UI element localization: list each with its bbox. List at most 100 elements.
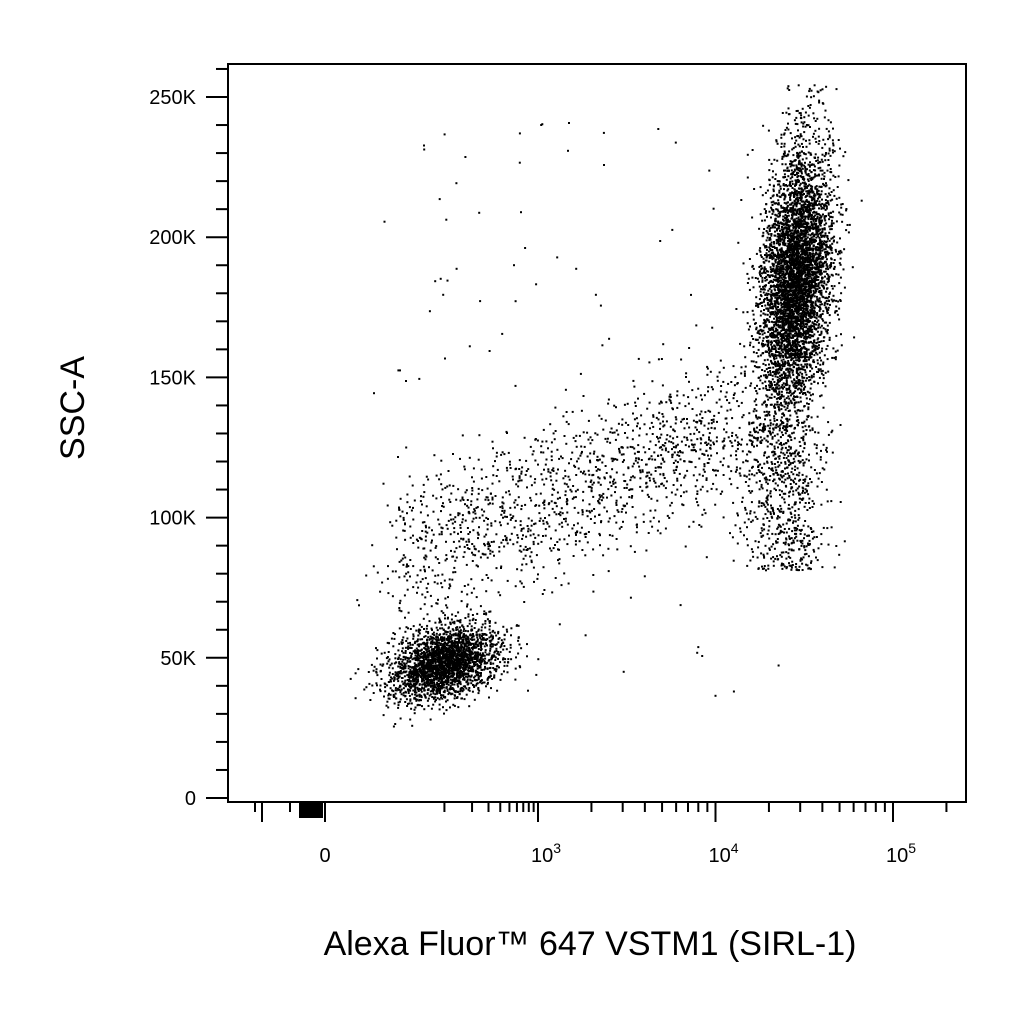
event-dot	[821, 206, 824, 209]
event-dot	[477, 678, 480, 681]
event-dot	[777, 261, 780, 264]
event-dot	[425, 674, 428, 677]
event-dot	[835, 250, 838, 253]
event-dot	[831, 242, 834, 245]
event-dot	[447, 616, 449, 619]
event-dot	[810, 258, 812, 261]
event-dot	[764, 418, 766, 421]
event-dot	[409, 672, 412, 675]
event-dot	[415, 699, 418, 702]
event-dot	[482, 681, 485, 684]
event-dot	[413, 682, 416, 685]
event-dot	[825, 308, 828, 310]
event-dot	[518, 643, 521, 646]
event-dot	[796, 305, 799, 308]
event-dot	[771, 226, 774, 229]
event-dot	[766, 215, 768, 218]
event-dot	[801, 368, 804, 371]
event-dot	[780, 345, 783, 348]
event-dot	[764, 271, 767, 274]
event-dot	[761, 369, 764, 371]
event-dot	[409, 718, 412, 721]
event-dot	[843, 286, 846, 289]
event-dot	[502, 625, 505, 628]
event-dot	[789, 165, 792, 168]
event-dot	[429, 670, 432, 673]
event-dot	[422, 662, 424, 665]
event-dot	[765, 410, 768, 413]
event-dot	[430, 667, 433, 670]
event-dot	[502, 658, 504, 661]
event-dot	[458, 682, 461, 685]
event-dot	[811, 239, 814, 242]
event-dot	[809, 202, 812, 205]
event-dot	[791, 273, 794, 276]
event-dot	[466, 676, 469, 679]
event-dot	[385, 657, 388, 660]
event-dot	[763, 359, 766, 362]
event-dot	[818, 323, 821, 326]
event-dot	[434, 652, 436, 655]
event-dot	[410, 647, 413, 649]
event-dot	[407, 676, 410, 678]
event-dot	[485, 590, 488, 593]
event-dot	[834, 358, 837, 361]
event-dot	[802, 359, 805, 362]
event-dot	[479, 674, 482, 677]
event-dot	[390, 637, 393, 640]
event-dot	[809, 161, 811, 164]
event-dot	[805, 356, 808, 358]
event-dot	[439, 659, 442, 662]
event-dot	[416, 678, 419, 681]
event-dot	[775, 242, 778, 245]
event-dot	[469, 642, 472, 645]
event-dot	[777, 446, 779, 449]
event-dot	[426, 659, 429, 662]
event-dot	[776, 229, 778, 232]
event-dot	[772, 305, 775, 308]
event-dot	[426, 679, 429, 682]
event-dot	[456, 653, 459, 656]
event-dot	[406, 683, 409, 686]
event-dot	[804, 206, 807, 208]
event-dot	[414, 706, 417, 709]
event-dot	[772, 281, 774, 284]
event-dot	[455, 641, 458, 644]
event-dot	[813, 341, 816, 344]
event-dot	[503, 634, 506, 637]
event-dot	[462, 635, 465, 638]
event-dot	[470, 642, 473, 645]
event-dot	[742, 311, 745, 314]
event-dot	[814, 169, 817, 172]
event-dot	[807, 310, 810, 313]
event-dot	[478, 633, 481, 636]
event-dot	[444, 661, 447, 664]
event-dot	[470, 669, 473, 672]
event-dot	[491, 638, 494, 641]
event-dot	[824, 199, 827, 202]
event-dot	[785, 377, 788, 379]
event-dot	[803, 250, 806, 253]
event-dot	[405, 698, 408, 701]
event-dot	[453, 683, 456, 686]
event-dot	[394, 723, 397, 725]
event-dot	[802, 189, 805, 192]
event-dot	[778, 403, 781, 406]
event-dot	[439, 619, 441, 622]
event-dot	[742, 262, 745, 265]
event-dot	[427, 660, 430, 663]
event-dot	[461, 666, 464, 669]
event-dot	[456, 628, 459, 631]
event-dot	[772, 348, 775, 351]
event-dot	[793, 251, 796, 254]
event-dot	[832, 240, 835, 243]
event-dot	[438, 698, 441, 701]
event-dot	[489, 647, 492, 650]
event-dot	[448, 635, 451, 638]
event-dot	[480, 626, 483, 629]
event-dot	[790, 359, 793, 362]
event-dot	[462, 688, 465, 691]
event-dot	[460, 656, 463, 659]
event-dot	[816, 217, 819, 220]
event-dot	[828, 218, 831, 221]
